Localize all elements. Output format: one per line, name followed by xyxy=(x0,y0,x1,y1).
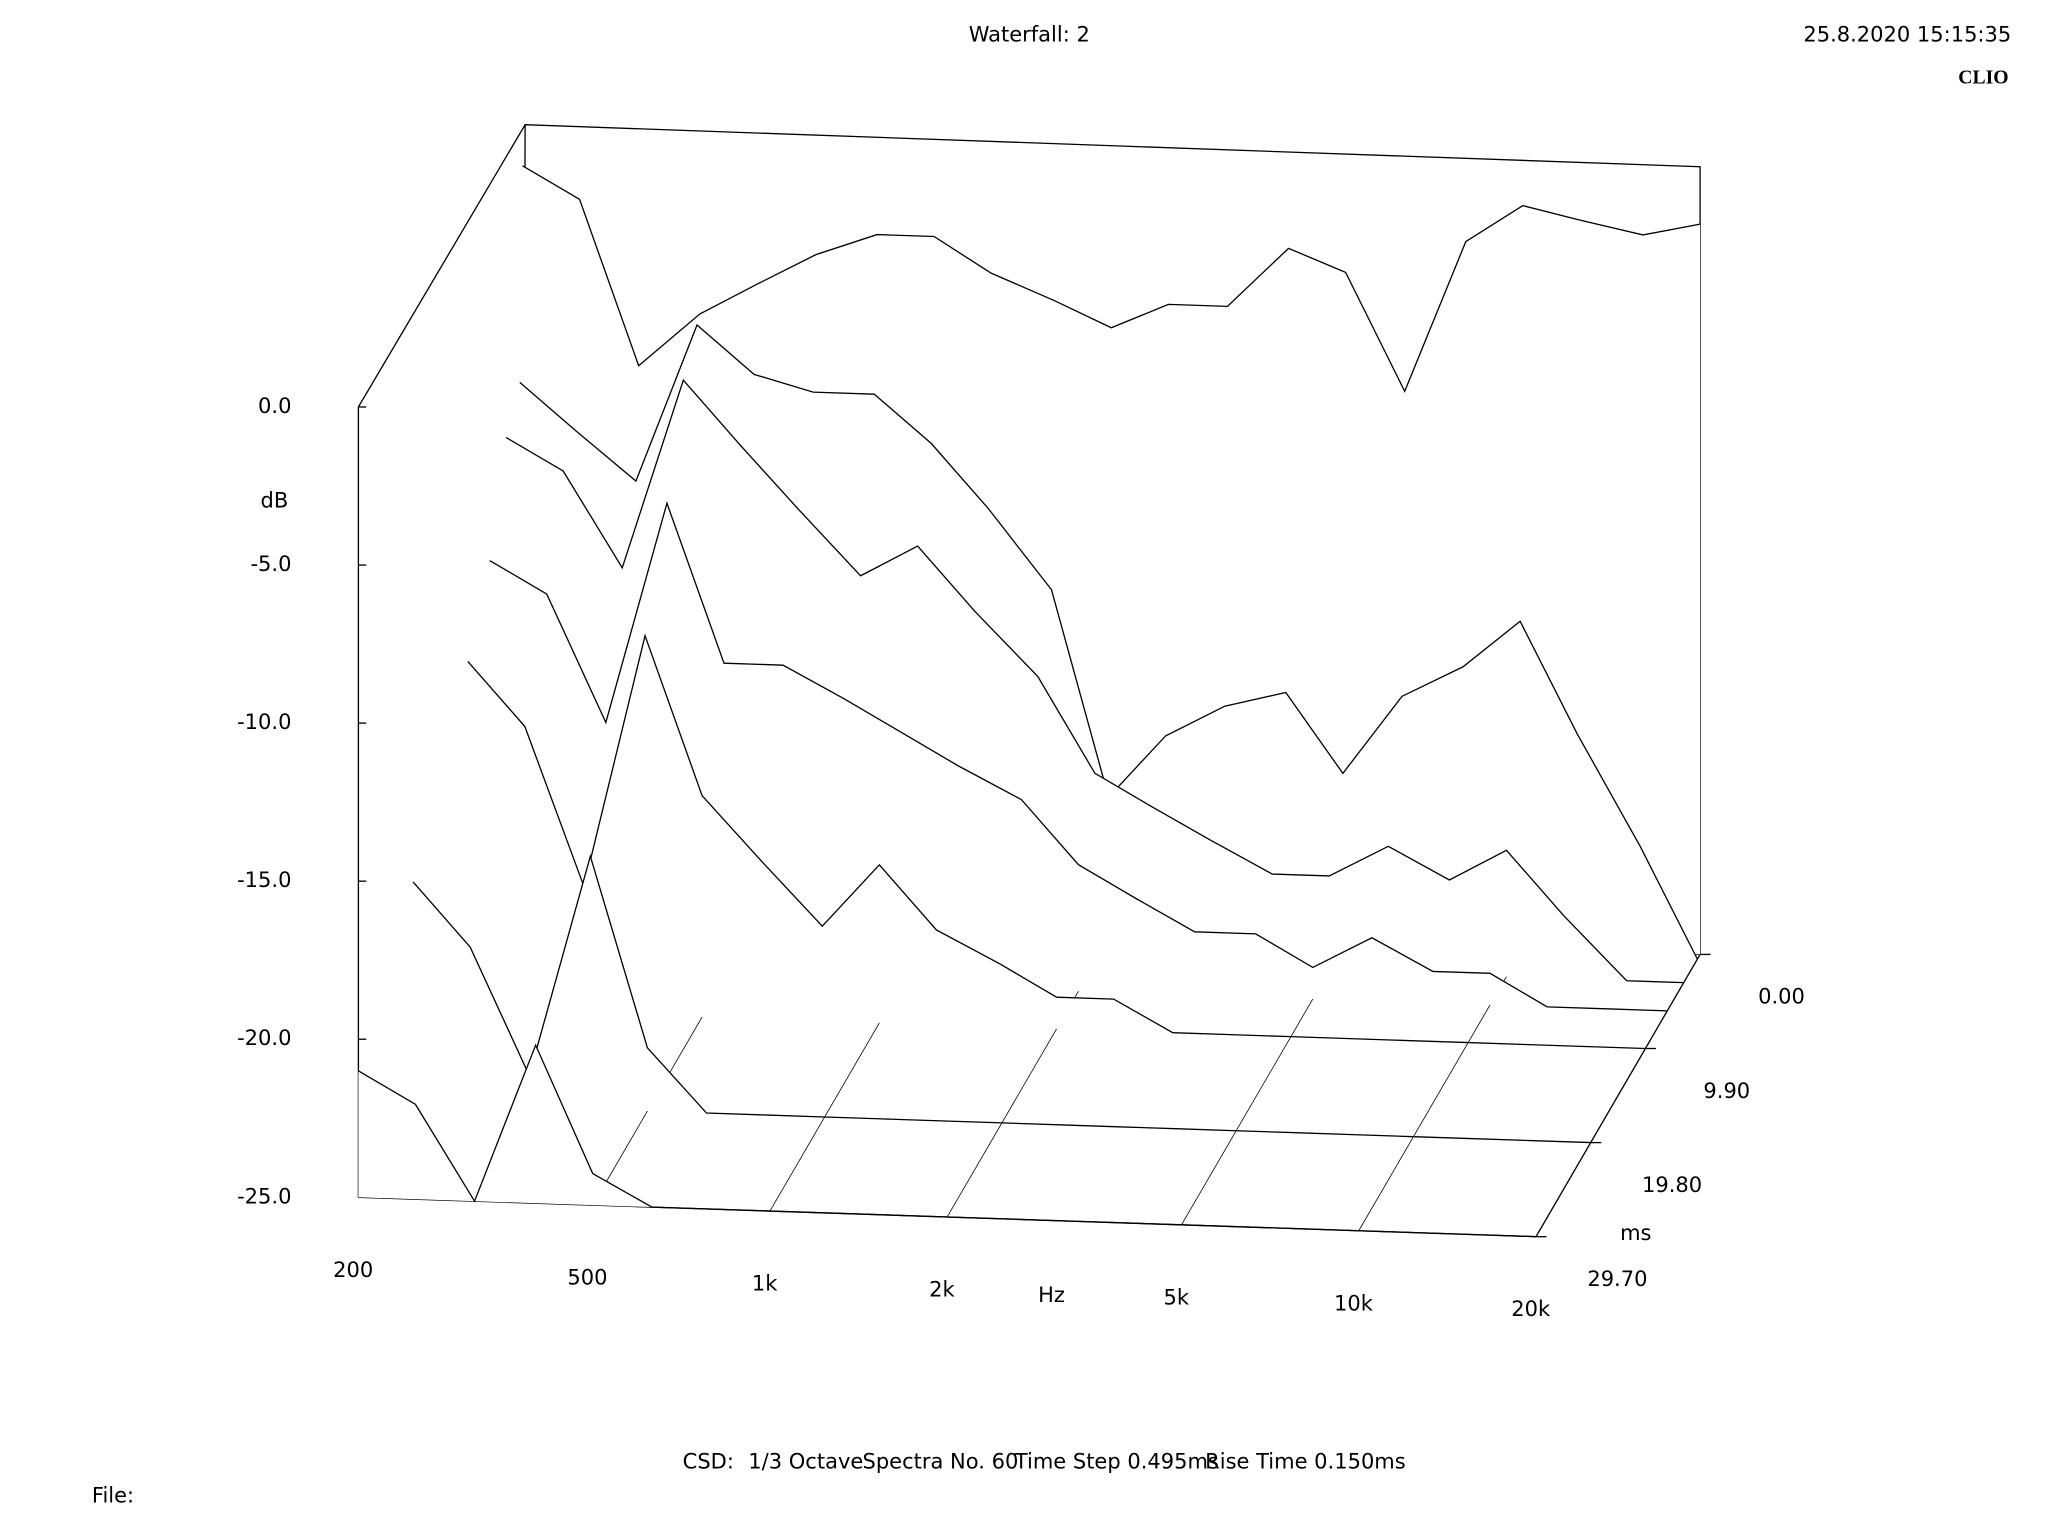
x-tick-label: 10k xyxy=(1334,1291,1374,1315)
footer-item: Time Step 0.495ms xyxy=(1014,1449,1219,1473)
file-label: File: xyxy=(92,1484,134,1508)
spectrum-mask xyxy=(489,503,1668,1011)
brand: CLIO xyxy=(1958,66,2008,88)
z-tick-label: 0.00 xyxy=(1758,985,1805,1009)
y-tick-label: -20.0 xyxy=(237,1026,291,1050)
floor-grid-line xyxy=(1535,954,1701,1237)
x-tick-label: 2k xyxy=(929,1278,955,1302)
footer-item: Spectra No. 60 xyxy=(863,1449,1019,1473)
x-tick-label: 1k xyxy=(752,1272,778,1296)
footer-item: CSD: xyxy=(683,1449,734,1473)
x-tick-label: 5k xyxy=(1163,1285,1189,1309)
z-tick-label: 29.70 xyxy=(1587,1267,1647,1291)
z-axis-label: ms xyxy=(1620,1221,1651,1245)
y-tick-label: -5.0 xyxy=(250,552,291,576)
y-tick-label: -15.0 xyxy=(237,868,291,892)
y-tick-label: -10.0 xyxy=(237,710,291,734)
footer-item: 1/3 Octave xyxy=(748,1449,863,1473)
x-tick-label: 200 xyxy=(333,1258,373,1282)
z-tick-label: 19.80 xyxy=(1642,1173,1702,1197)
spectrum-line xyxy=(412,853,1591,1144)
y-axis-label: dB xyxy=(261,488,289,512)
timestamp: 25.8.2020 15:15:35 xyxy=(1803,22,2011,46)
y-tick-label: 0.0 xyxy=(258,394,291,418)
spectrum-line xyxy=(489,501,1668,1012)
spectrum-mask xyxy=(467,635,1646,1049)
x-tick-label: 20k xyxy=(1511,1297,1551,1321)
x-axis-label: Hz xyxy=(1038,1283,1065,1307)
spectrum-line xyxy=(358,1043,1537,1238)
chart-title: Waterfall: 2 xyxy=(969,22,1090,46)
spectrum-line xyxy=(522,165,1701,393)
spectrum-line xyxy=(505,378,1684,984)
z-tick-label: 9.90 xyxy=(1703,1079,1750,1103)
footer-item: Rise Time 0.150ms xyxy=(1205,1449,1406,1473)
x-tick-label: 500 xyxy=(567,1266,607,1290)
y-tick-label: -25.0 xyxy=(237,1184,291,1208)
spectrum-line xyxy=(467,633,1646,1050)
